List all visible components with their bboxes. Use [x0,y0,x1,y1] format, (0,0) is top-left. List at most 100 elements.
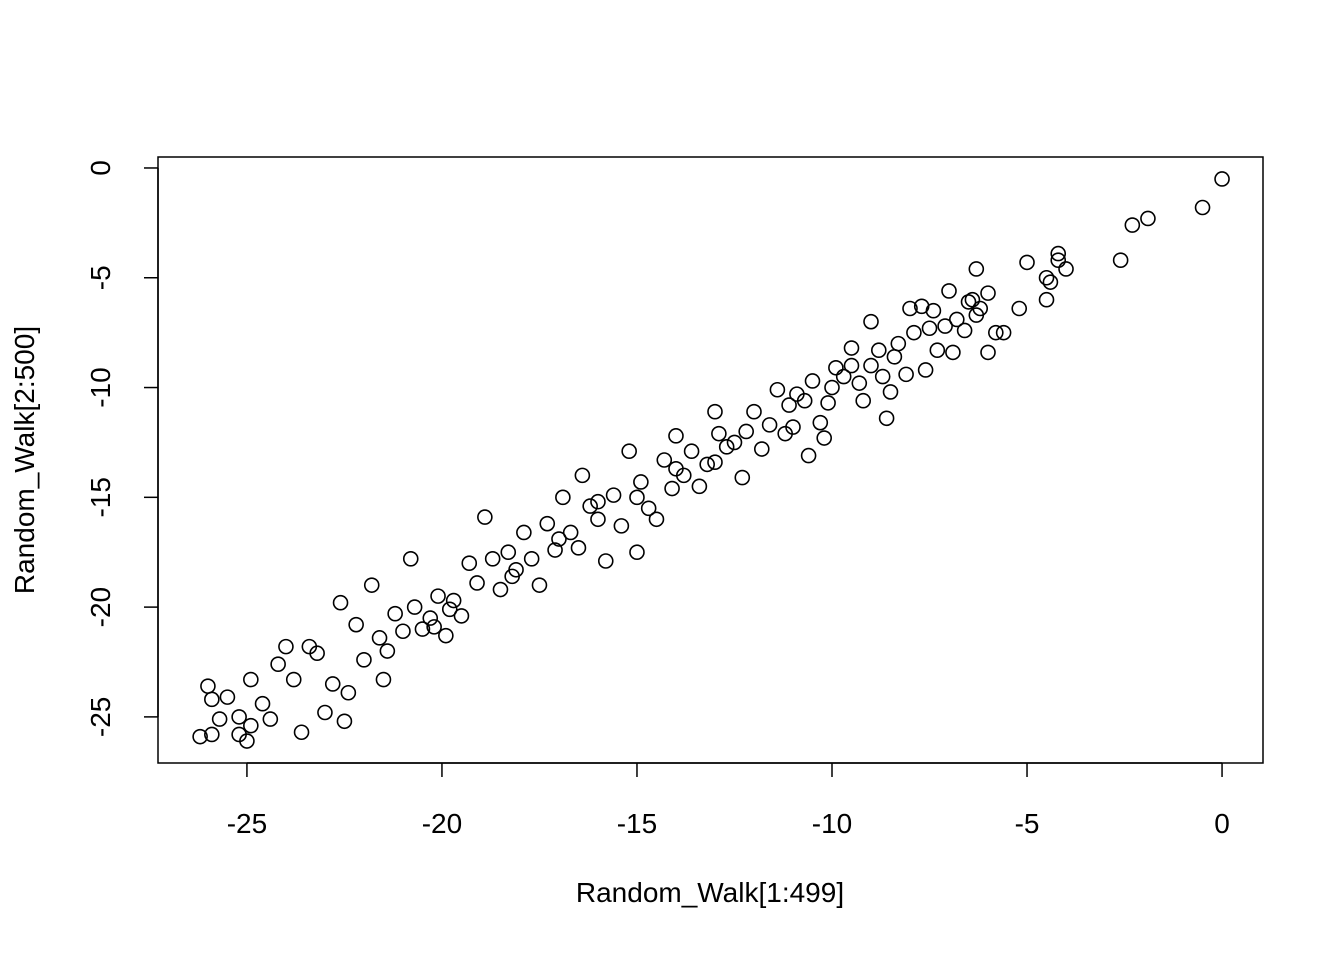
point [941,283,957,299]
point [1050,245,1067,262]
plot-frame [157,156,1264,764]
point [356,652,372,668]
y-tick-label: -15 [85,477,116,517]
point [597,553,614,569]
x-tick-label: -25 [227,808,267,839]
point [531,577,548,593]
point [871,342,887,359]
point [964,291,981,308]
point [204,726,220,743]
point [707,454,723,470]
point [878,410,895,427]
point [301,638,318,655]
point [336,713,353,730]
point [726,434,743,451]
point [348,616,364,633]
point [371,630,388,646]
y-tick-label: -5 [85,265,116,290]
point [629,544,645,561]
point [1214,171,1230,187]
point [956,322,973,339]
point [1038,269,1055,286]
point [683,443,700,460]
x-axis-label: Random_Walk[1:499] [576,877,844,908]
point [668,460,684,477]
point [913,298,930,315]
point [324,676,341,692]
point [387,605,403,622]
point [500,544,517,561]
y-tick-label: 0 [85,160,116,176]
point [613,518,630,534]
point [363,577,380,593]
point [453,608,470,624]
point [804,373,821,389]
point [1140,210,1156,227]
point [1124,217,1141,233]
point [738,423,754,440]
point [968,307,985,323]
point [980,344,996,361]
point [621,443,637,460]
point [539,515,556,532]
point [1011,300,1028,317]
point [800,447,817,464]
point [629,489,645,506]
point [477,509,493,525]
point [243,717,259,734]
point [886,349,903,365]
point [746,403,762,420]
point [574,467,591,484]
y-tick-label: -20 [85,587,116,627]
x-tick-label: -10 [812,808,852,839]
point [937,318,953,334]
point [1050,252,1067,268]
point [711,425,727,442]
point [441,601,458,618]
point [968,261,985,277]
point [200,678,216,694]
point [504,568,520,585]
point [761,417,778,433]
point [699,456,715,473]
point [734,469,751,486]
point [395,623,411,640]
point [406,599,423,615]
point [204,691,220,708]
point [863,313,879,330]
point [570,540,587,556]
point [874,368,891,385]
point [484,551,501,567]
point [582,498,598,514]
point [293,724,310,741]
point [718,439,735,455]
point [278,638,294,655]
point [254,695,271,712]
point [332,594,349,611]
point [523,551,540,567]
y-axis-label: Random_Walk[2:500] [9,326,40,594]
point [816,430,832,446]
y-tick-label: -25 [85,697,116,737]
point [929,342,946,359]
point [1058,261,1074,277]
x-tick-label: -5 [1015,808,1040,839]
point [906,324,922,341]
point [211,711,228,727]
point [422,610,439,626]
point [824,379,840,396]
point [430,588,446,604]
point [921,320,938,337]
x-tick-label: 0 [1214,808,1230,839]
point [492,581,509,598]
point [843,340,860,356]
y-tick-label: -10 [85,367,116,407]
point [414,621,431,637]
point [664,480,680,497]
point [1038,291,1055,308]
point [469,575,485,591]
point [640,500,657,517]
point [843,357,860,374]
point [882,384,899,400]
